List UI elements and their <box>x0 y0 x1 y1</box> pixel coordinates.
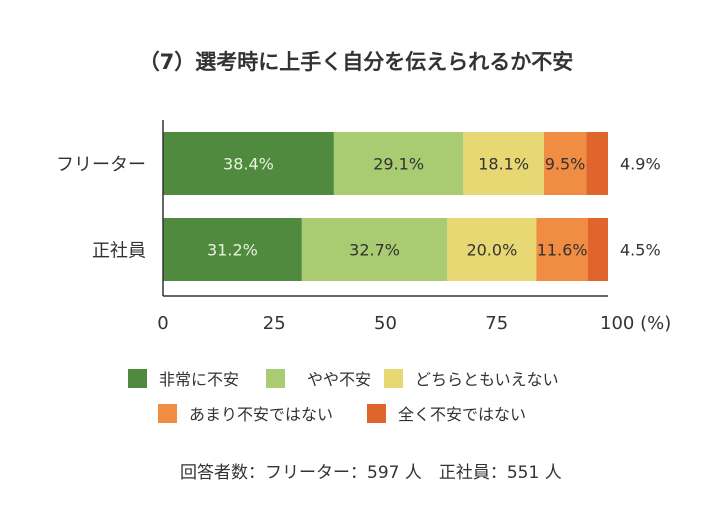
bar-segment <box>463 132 544 195</box>
legend-item: あまり不安ではない <box>158 401 333 425</box>
data-label: 32.7% <box>349 241 400 260</box>
bar-segment <box>543 132 587 195</box>
bar-segment <box>333 132 464 195</box>
data-label: 29.1% <box>373 155 424 174</box>
legend-item: 非常に不安 <box>128 366 239 390</box>
respondent-note: 回答者数：フリーター：597 人 正社員：551 人 <box>180 463 562 483</box>
bar-segment <box>301 218 448 281</box>
data-label: 9.5% <box>545 155 586 174</box>
x-tick-label: 50 <box>374 313 397 334</box>
legend-swatch <box>158 403 177 423</box>
data-label: 4.5% <box>620 241 661 260</box>
data-label: 11.6% <box>537 241 588 260</box>
data-label: 18.1% <box>478 155 529 174</box>
data-label: 4.9% <box>620 155 661 174</box>
legend-item: どちらともいえない <box>384 366 559 390</box>
legend-item: 全く不安ではない <box>367 401 526 425</box>
x-tick-label: 100 (%) <box>600 313 671 334</box>
x-tick-label: 25 <box>263 313 286 334</box>
legend-label: どちらともいえない <box>415 370 559 389</box>
legend-label: 非常に不安 <box>159 370 240 389</box>
bar-segment <box>586 132 608 195</box>
data-label: 38.4% <box>223 155 274 174</box>
x-tick-label: 75 <box>485 313 508 334</box>
category-label: 正社員 <box>92 241 146 262</box>
bar-segment <box>163 132 334 195</box>
legend-swatch <box>266 368 285 388</box>
x-tick-label: 0 <box>157 313 168 334</box>
chart-title: （7）選考時に上手く自分を伝えられるか不安 <box>138 50 574 74</box>
bar-segment <box>447 218 537 281</box>
legend-swatch <box>128 368 147 388</box>
legend-label: 全く不安ではない <box>398 405 527 424</box>
bar-segment <box>587 218 608 281</box>
legend-swatch <box>367 403 386 423</box>
data-label: 20.0% <box>466 241 517 260</box>
data-label: 31.2% <box>207 241 258 260</box>
legend-item: やや不安 <box>266 366 371 390</box>
legend-label: あまり不安ではない <box>189 405 334 424</box>
category-label: フリーター <box>56 155 146 176</box>
legend-swatch <box>384 368 403 388</box>
bar-segment <box>163 218 302 281</box>
bar-segment <box>536 218 588 281</box>
legend-label: やや不安 <box>307 370 372 389</box>
